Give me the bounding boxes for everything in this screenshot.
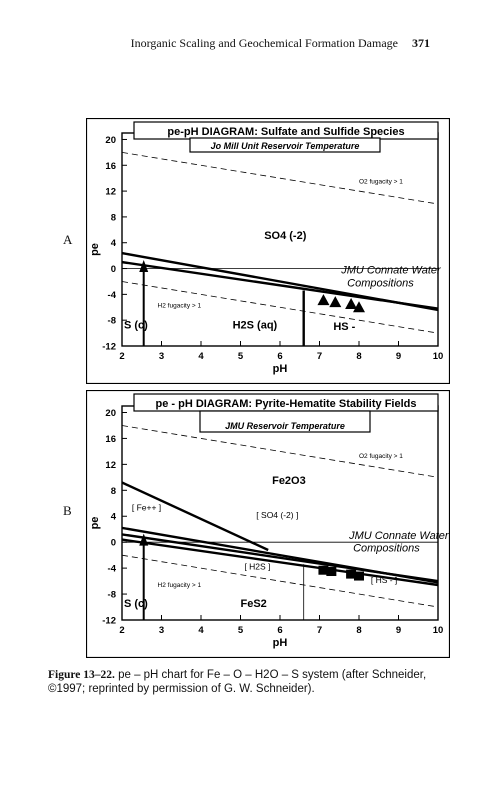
annotation-label: Compositions bbox=[347, 278, 414, 290]
annotation-label: [ H2S ] bbox=[244, 561, 270, 571]
annotation-label: H2 fugacity > 1 bbox=[158, 582, 202, 589]
x-tick-label: 9 bbox=[396, 625, 401, 636]
data-point-square bbox=[318, 565, 329, 575]
page-number: 371 bbox=[412, 36, 430, 50]
y-tick-label: -8 bbox=[108, 316, 116, 327]
chart-subtitle: JMU Reservoir Temperature bbox=[225, 421, 345, 431]
x-tick-label: 3 bbox=[159, 351, 164, 362]
x-tick-label: 8 bbox=[356, 625, 361, 636]
y-tick-label: -12 bbox=[102, 616, 116, 627]
y-tick-label: 20 bbox=[105, 135, 116, 146]
x-tick-label: 10 bbox=[433, 351, 444, 362]
x-tick-label: 4 bbox=[198, 351, 204, 362]
x-tick-label: 6 bbox=[277, 625, 282, 636]
y-tick-label: -8 bbox=[108, 590, 116, 601]
series-line-dashed bbox=[122, 152, 438, 205]
y-axis-label: pe bbox=[89, 243, 101, 256]
annotation-label: [ Fe++ ] bbox=[132, 502, 161, 512]
chart-panel-b: pe - pH DIAGRAM: Pyrite-Hematite Stabili… bbox=[86, 390, 450, 658]
x-tick-label: 4 bbox=[198, 625, 204, 636]
subtitle-box bbox=[189, 137, 381, 153]
annotation-label: S (c) bbox=[124, 598, 148, 610]
annotation-label: JMU Connate Water bbox=[348, 530, 450, 542]
arrow-head bbox=[139, 259, 149, 272]
data-point-triangle bbox=[345, 298, 358, 310]
annotation-label: [ HS - ] bbox=[371, 575, 397, 585]
y-tick-label: 8 bbox=[111, 212, 116, 223]
x-tick-label: 9 bbox=[396, 351, 401, 362]
x-tick-label: 8 bbox=[356, 351, 361, 362]
data-point-triangle bbox=[353, 301, 365, 313]
chart-panel-a: pe-pH DIAGRAM: Sulfate and Sulfide Speci… bbox=[86, 118, 450, 384]
y-tick-label: 16 bbox=[105, 434, 116, 445]
y-tick-label: 0 bbox=[111, 538, 116, 549]
series-line-dashed bbox=[122, 281, 438, 334]
outer-frame bbox=[86, 118, 450, 384]
y-tick-label: 0 bbox=[111, 264, 116, 275]
x-tick-label: 7 bbox=[317, 351, 322, 362]
y-tick-label: 8 bbox=[111, 486, 116, 497]
x-axis-label: pH bbox=[273, 363, 288, 375]
series-group bbox=[122, 152, 438, 346]
caption-label: Figure 13–22. bbox=[48, 669, 115, 681]
y-tick-label: 4 bbox=[111, 512, 117, 523]
figure-caption: Figure 13–22. pe – pH chart for Fe – O –… bbox=[48, 668, 452, 696]
series-group bbox=[122, 425, 438, 620]
chart-subtitle: Jo Mill Unit Reservoir Temperature bbox=[211, 141, 360, 151]
y-tick-label: 12 bbox=[105, 460, 116, 471]
annotation-label: Compositions bbox=[353, 542, 420, 554]
annotation-label: O2 fugacity > 1 bbox=[359, 453, 403, 460]
chart-title: pe - pH DIAGRAM: Pyrite-Hematite Stabili… bbox=[156, 398, 417, 410]
annotation-label: H2 fugacity > 1 bbox=[158, 302, 202, 309]
x-tick-label: 2 bbox=[119, 625, 124, 636]
x-tick-label: 2 bbox=[119, 351, 124, 362]
y-tick-label: 4 bbox=[111, 238, 117, 249]
panel-letter-a: A bbox=[63, 232, 73, 247]
y-axis-label: pe bbox=[89, 517, 101, 530]
running-title: Inorganic Scaling and Geochemical Format… bbox=[130, 36, 398, 50]
y-tick-label: 20 bbox=[105, 408, 116, 419]
x-axis-label: pH bbox=[273, 637, 288, 649]
subtitle-box bbox=[199, 410, 371, 433]
panel-letter-b: B bbox=[63, 503, 72, 518]
annotation-label: HS - bbox=[333, 321, 355, 333]
x-tick-label: 10 bbox=[433, 625, 444, 636]
annotation-label: JMU Connate Water bbox=[340, 265, 442, 277]
data-point-triangle bbox=[317, 294, 330, 306]
arrow-head bbox=[139, 533, 149, 546]
annotation-label: [ SO4 (-2) ] bbox=[256, 510, 298, 520]
x-tick-label: 6 bbox=[277, 351, 282, 362]
series-line-dashed bbox=[122, 554, 438, 608]
series-line-dashed bbox=[122, 425, 438, 478]
data-point-triangle bbox=[329, 296, 342, 308]
caption-text: pe – pH chart for Fe – O – H2O – S syste… bbox=[48, 669, 427, 695]
y-tick-label: 12 bbox=[105, 187, 116, 198]
x-tick-label: 5 bbox=[238, 351, 244, 362]
data-point-square bbox=[346, 569, 357, 579]
y-tick-label: 16 bbox=[105, 161, 116, 172]
chart-title: pe-pH DIAGRAM: Sulfate and Sulfide Speci… bbox=[167, 126, 404, 138]
annotation-label: FeS2 bbox=[241, 598, 267, 610]
annotation-label: Fe2O3 bbox=[272, 475, 306, 487]
annotation-label: SO4 (-2) bbox=[264, 230, 307, 242]
running-header: Inorganic Scaling and Geochemical Format… bbox=[0, 36, 430, 51]
series-line-thick bbox=[122, 260, 438, 310]
data-point-square bbox=[354, 571, 364, 581]
annotation-label: S (c) bbox=[124, 320, 148, 332]
y-tick-label: -12 bbox=[102, 342, 116, 353]
y-tick-label: -4 bbox=[108, 290, 117, 301]
annotation-label: O2 fugacity > 1 bbox=[359, 178, 403, 185]
data-point-square bbox=[326, 567, 337, 577]
x-tick-label: 3 bbox=[159, 625, 164, 636]
x-tick-label: 5 bbox=[238, 625, 244, 636]
series-line-thick bbox=[122, 538, 438, 587]
y-tick-label: -4 bbox=[108, 564, 117, 575]
x-tick-label: 7 bbox=[317, 625, 322, 636]
outer-frame bbox=[86, 390, 450, 658]
series-line-thick bbox=[122, 481, 269, 552]
annotation-label: H2S (aq) bbox=[233, 320, 278, 332]
